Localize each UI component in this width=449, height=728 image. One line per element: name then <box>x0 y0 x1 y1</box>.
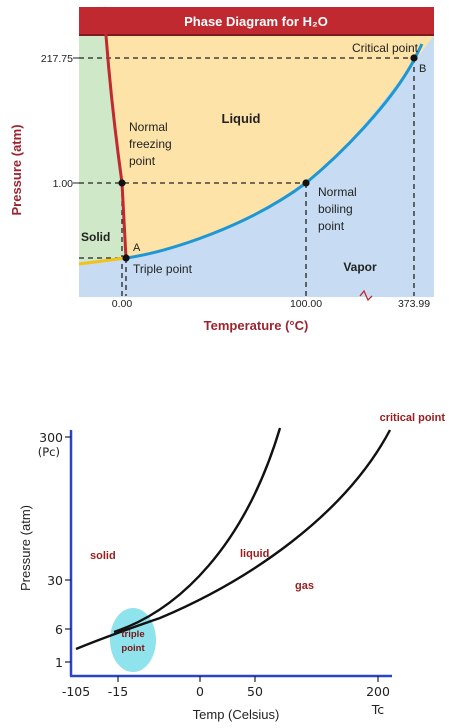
boiling-label-3: point <box>318 219 345 233</box>
critical-point-dot <box>410 54 418 62</box>
critical-point-letter: B <box>419 63 426 75</box>
triple-point-label-2: point <box>121 643 145 654</box>
gas-label: gas <box>295 580 314 592</box>
x-axis-title: Temp (Celsius) <box>193 707 280 722</box>
x-tick-200: 200 <box>366 684 390 699</box>
freezing-label-1: Normal <box>129 120 168 134</box>
x-tick-373: 373.99 <box>398 298 430 310</box>
y-tick-pc: (Pc) <box>38 445 60 459</box>
liquid-region <box>104 7 434 258</box>
triple-point-dot <box>122 254 130 262</box>
solid-region <box>79 7 126 262</box>
x-tick-15: -15 <box>108 684 128 699</box>
critical-point-label: Critical point <box>352 41 419 55</box>
triple-point-label: Triple point <box>133 262 193 276</box>
diagram-title: Phase Diagram for H₂O <box>184 14 328 29</box>
x-tick-0: 0.00 <box>112 298 133 310</box>
freezing-label-3: point <box>129 154 156 168</box>
triple-point-highlight <box>110 608 156 672</box>
x-tick-50: 50 <box>247 684 263 699</box>
y-tick-217: 217.75 <box>41 53 73 65</box>
boiling-point-dot <box>302 179 310 187</box>
liquid-label: liquid <box>240 548 269 560</box>
y-tick-6: 6 <box>55 622 63 637</box>
x-tick-100: 100.00 <box>290 298 322 310</box>
vapor-label: Vapor <box>343 260 377 274</box>
solid-liquid-curve <box>113 427 282 634</box>
y-tick-1: 1 <box>55 655 63 670</box>
y-tick-1: 1.00 <box>53 178 74 190</box>
y-tick-30: 30 <box>47 573 63 588</box>
title-banner <box>79 7 434 34</box>
x-tick-105: -105 <box>62 684 90 699</box>
liquid-gas-curve <box>75 429 392 651</box>
top-phase-diagram: Phase Diagram for H₂O Liquid Solid Vapor… <box>9 6 434 333</box>
solid-label: solid <box>90 550 116 562</box>
y-tick-300: 300 <box>39 430 63 445</box>
axis-break <box>359 289 373 302</box>
solid-vapor-curve <box>78 256 127 266</box>
x-axis-title: Temperature (°C) <box>204 318 309 333</box>
y-axis-title: Pressure (atm) <box>18 505 33 591</box>
triple-point-label-1: triple <box>121 629 144 640</box>
bottom-phase-diagram: 300 (Pc) 30 6 1 -105 -15 0 50 200 Tc cri… <box>18 412 445 722</box>
liquid-label: Liquid <box>222 111 261 126</box>
y-axis-title: Pressure (atm) <box>9 124 24 215</box>
triple-point-letter: A <box>133 242 141 254</box>
critical-point-label: critical point <box>380 412 446 424</box>
boiling-label-2: boiling <box>318 202 353 216</box>
x-tick-0: 0 <box>196 684 204 699</box>
boiling-label-1: Normal <box>318 185 357 199</box>
freezing-label-2: freezing <box>129 137 172 151</box>
solid-liquid-curve <box>102 6 128 259</box>
freezing-point-dot <box>118 179 126 187</box>
x-tick-tc: Tc <box>371 702 385 717</box>
solid-label: Solid <box>81 230 110 244</box>
